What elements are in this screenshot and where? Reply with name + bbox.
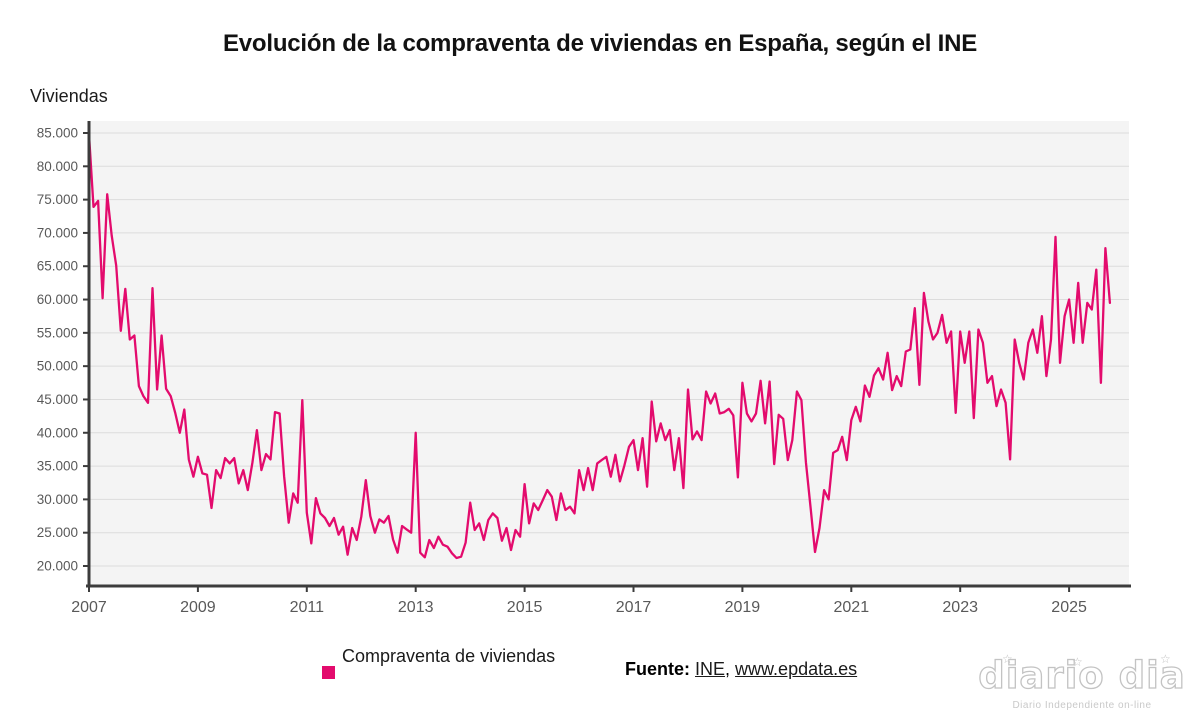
x-tick-label: 2011 bbox=[290, 599, 325, 616]
y-tick-label: 45.000 bbox=[37, 392, 78, 407]
y-tick-label: 55.000 bbox=[37, 325, 78, 340]
y-tick-label: 85.000 bbox=[37, 126, 78, 141]
y-tick-label: 70.000 bbox=[37, 225, 78, 240]
data-series-line bbox=[87, 133, 1112, 560]
y-tick-label: 40.000 bbox=[37, 425, 78, 440]
x-tick-label: 2007 bbox=[71, 599, 107, 616]
diario-dia-logo: diario dia ☆ ☆ ☆ Diario Independiente on… bbox=[966, 652, 1198, 718]
y-tick-label: 65.000 bbox=[37, 259, 78, 274]
line-chart: 20.000 25.000 30.000 35.000 40.000 45.000 50.0… bbox=[37, 121, 1131, 616]
x-tick-label: 2021 bbox=[834, 599, 870, 616]
logo-star-icon: ☆ bbox=[1002, 652, 1013, 666]
y-tick-label: 75.000 bbox=[37, 192, 78, 207]
legend-swatch-icon bbox=[322, 666, 335, 679]
chart-title: Evolución de la compraventa de viviendas… bbox=[222, 30, 978, 57]
y-tick-label: 35.000 bbox=[37, 459, 78, 474]
y-tick-label: 60.000 bbox=[37, 292, 78, 307]
source-link-epdata[interactable]: www.epdata.es bbox=[735, 659, 858, 679]
x-tick-label: 2017 bbox=[616, 599, 652, 616]
y-tick-label: 80.000 bbox=[37, 159, 78, 174]
y-tick-label: 20.000 bbox=[37, 559, 78, 574]
logo-wordmark: diario dia bbox=[978, 653, 1186, 697]
source-prefix: Fuente: bbox=[625, 659, 690, 679]
x-tick-label: 2025 bbox=[1051, 599, 1087, 616]
y-axis-title: Viviendas bbox=[30, 86, 108, 106]
x-tick-label: 2013 bbox=[398, 599, 434, 616]
source-link-ine[interactable]: INE bbox=[695, 659, 726, 679]
x-tick-label: 2009 bbox=[180, 599, 216, 616]
x-tick-label: 2019 bbox=[725, 599, 761, 616]
x-tick-label: 2015 bbox=[507, 599, 543, 616]
y-tick-label: 30.000 bbox=[37, 492, 78, 507]
y-tick-label: 25.000 bbox=[37, 525, 78, 540]
x-tick-label: 2023 bbox=[942, 599, 978, 616]
y-tick-label: 50.000 bbox=[37, 359, 78, 374]
legend-label: Compraventa de viviendas bbox=[342, 646, 556, 666]
plot-background bbox=[89, 121, 1129, 586]
logo-star-icon: ☆ bbox=[1160, 652, 1171, 666]
logo-star-icon: ☆ bbox=[1072, 655, 1083, 669]
source-line: Fuente: INE, www.epdata.es bbox=[625, 659, 857, 680]
logo-tagline: Diario Independiente on-line bbox=[1012, 700, 1152, 711]
legend: Compraventa de viviendas bbox=[322, 646, 555, 679]
source-separator: , bbox=[725, 659, 736, 679]
